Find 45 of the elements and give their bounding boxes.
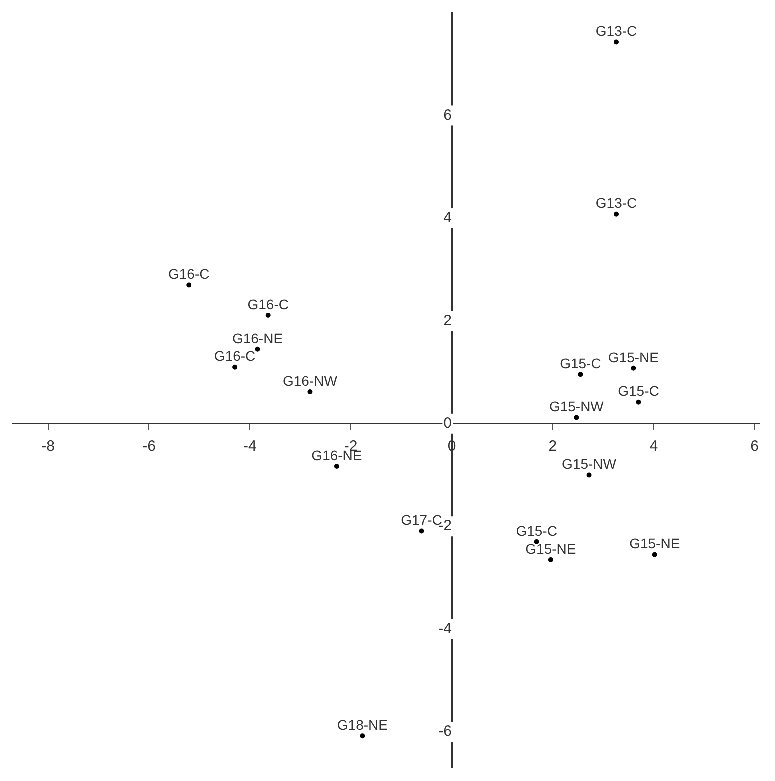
point — [334, 464, 340, 470]
point — [652, 552, 658, 558]
y-tick-label: 4 — [444, 210, 452, 227]
point — [308, 390, 313, 395]
point — [419, 528, 424, 534]
point — [614, 212, 620, 217]
annotation: G15-C — [560, 355, 602, 372]
x-tick-label: 6 — [750, 438, 759, 456]
point — [360, 734, 366, 739]
x-tick-label: 2 — [548, 438, 558, 456]
point — [586, 472, 592, 478]
y-tick-label: 0 — [444, 415, 452, 432]
y-tick-label: 6 — [444, 106, 452, 124]
annotation: G16-C — [248, 296, 289, 312]
annotation: G13-C — [596, 195, 638, 212]
annotation: G18-NE — [337, 717, 388, 734]
point — [255, 346, 260, 352]
y-tick-label: 2 — [444, 312, 452, 330]
x-tick-label: -8 — [42, 438, 55, 456]
annotation: G15-NE — [608, 349, 659, 366]
point — [232, 364, 238, 370]
point — [614, 40, 620, 45]
y-tick-label: -4 — [438, 620, 452, 638]
annotation: G15-C — [618, 383, 660, 400]
point — [548, 557, 554, 562]
annotation: G16-C — [214, 348, 256, 364]
point — [631, 366, 636, 371]
annotation: G15-C — [516, 522, 558, 539]
annotation: G15-NE — [526, 540, 576, 557]
annotation: G16-NE — [232, 330, 284, 346]
annotation: G16-NW — [282, 372, 338, 389]
annotation: G16-C — [168, 266, 210, 282]
x-tick-label: 4 — [650, 438, 658, 456]
x-tick-label: -6 — [142, 438, 156, 456]
point — [266, 313, 271, 318]
point — [636, 400, 642, 405]
point — [574, 415, 580, 420]
x-tick-label: -4 — [244, 438, 257, 456]
point — [578, 372, 584, 378]
annotation: G15-NW — [562, 456, 618, 472]
point — [186, 282, 192, 288]
annotation: G15-NE — [630, 536, 680, 552]
annotation: G15-NW — [549, 398, 605, 415]
y-tick-label: -6 — [438, 723, 452, 740]
annotation: G13-C — [596, 23, 638, 40]
